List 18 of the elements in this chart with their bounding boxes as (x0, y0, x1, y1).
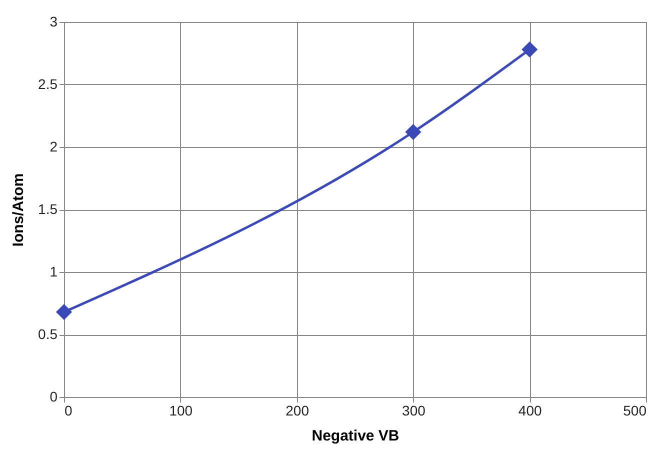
y-tick-label: 2.5 (38, 76, 58, 92)
x-tick-label: 400 (518, 402, 542, 418)
x-tick-label: 100 (169, 402, 193, 418)
y-tick-label: 3 (50, 14, 58, 30)
point (56, 304, 72, 320)
x-tick-label: 0 (64, 402, 72, 418)
y-tick-label: 1.5 (38, 201, 58, 217)
x-axis-title: Negative VB (312, 428, 400, 444)
point (405, 124, 422, 140)
y-tick-label: 0.5 (38, 326, 58, 342)
x-tick-label: 200 (286, 402, 310, 418)
x-tick-label: 500 (623, 402, 647, 418)
x-tick-label: 300 (402, 402, 426, 418)
y-tick-label: 2 (50, 138, 58, 154)
y-tick-label: 1 (50, 264, 58, 280)
y-tick-label: 0 (50, 388, 58, 404)
y-axis-title: Ions/Atom (10, 173, 28, 247)
point (522, 41, 538, 58)
